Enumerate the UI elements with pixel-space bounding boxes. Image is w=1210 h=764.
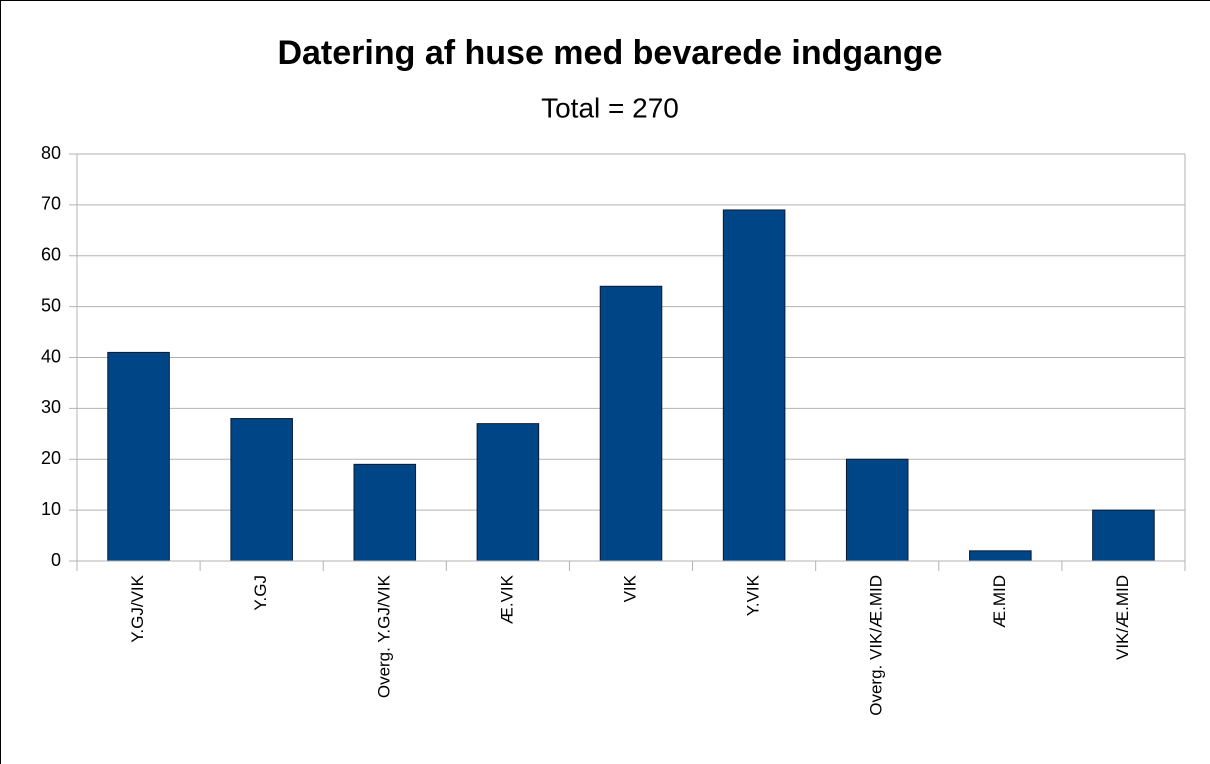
bar: [353, 463, 417, 562]
bar: [1092, 509, 1155, 562]
bar: [476, 423, 540, 562]
chart-title: Datering af huse med bevarede indgange: [277, 34, 942, 72]
bar: [599, 285, 663, 562]
chart-subtitle: Total = 270: [541, 92, 679, 123]
x-tick-label: VIK: [620, 574, 639, 602]
y-tick-label: 0: [51, 550, 61, 570]
y-tick-label: 40: [41, 346, 61, 366]
y-tick-label: 80: [41, 143, 61, 163]
y-tick-label: 10: [41, 499, 61, 519]
x-tick-label: Overg. VIK/Æ.MID: [867, 575, 886, 716]
bar: [722, 209, 786, 562]
y-tick-label: 20: [41, 448, 61, 468]
y-tick-label: 60: [41, 245, 61, 265]
bar: [969, 550, 1032, 562]
bar: [107, 351, 170, 562]
x-tick-label: Y.GJ: [251, 575, 270, 611]
x-tick-label: Y.VIK: [744, 574, 763, 616]
x-tick-label: Y.GJ/VIK: [128, 574, 147, 642]
y-tick-label: 30: [41, 397, 61, 417]
x-tick-label: VIK/Æ.MID: [1113, 575, 1132, 660]
y-tick-label: 50: [41, 295, 61, 315]
bar: [230, 418, 293, 562]
x-tick-label: Æ.MID: [990, 575, 1009, 628]
x-tick-label: Æ.VIK: [497, 574, 516, 624]
bar: [845, 458, 909, 562]
y-tick-label: 70: [41, 194, 61, 214]
x-tick-label: Overg. Y.GJ/VIK: [374, 574, 393, 698]
